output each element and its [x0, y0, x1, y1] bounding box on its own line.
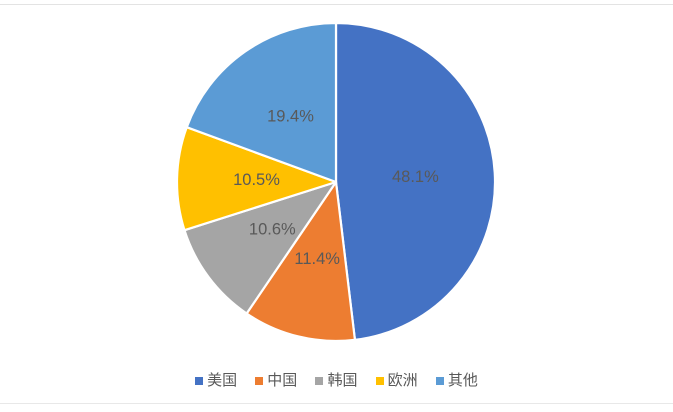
svg-text:11.4%: 11.4%: [294, 250, 340, 268]
svg-text:10.5%: 10.5%: [233, 171, 280, 189]
svg-text:19.4%: 19.4%: [267, 108, 314, 126]
svg-text:10.6%: 10.6%: [249, 220, 296, 238]
svg-text:48.1%: 48.1%: [392, 168, 439, 186]
